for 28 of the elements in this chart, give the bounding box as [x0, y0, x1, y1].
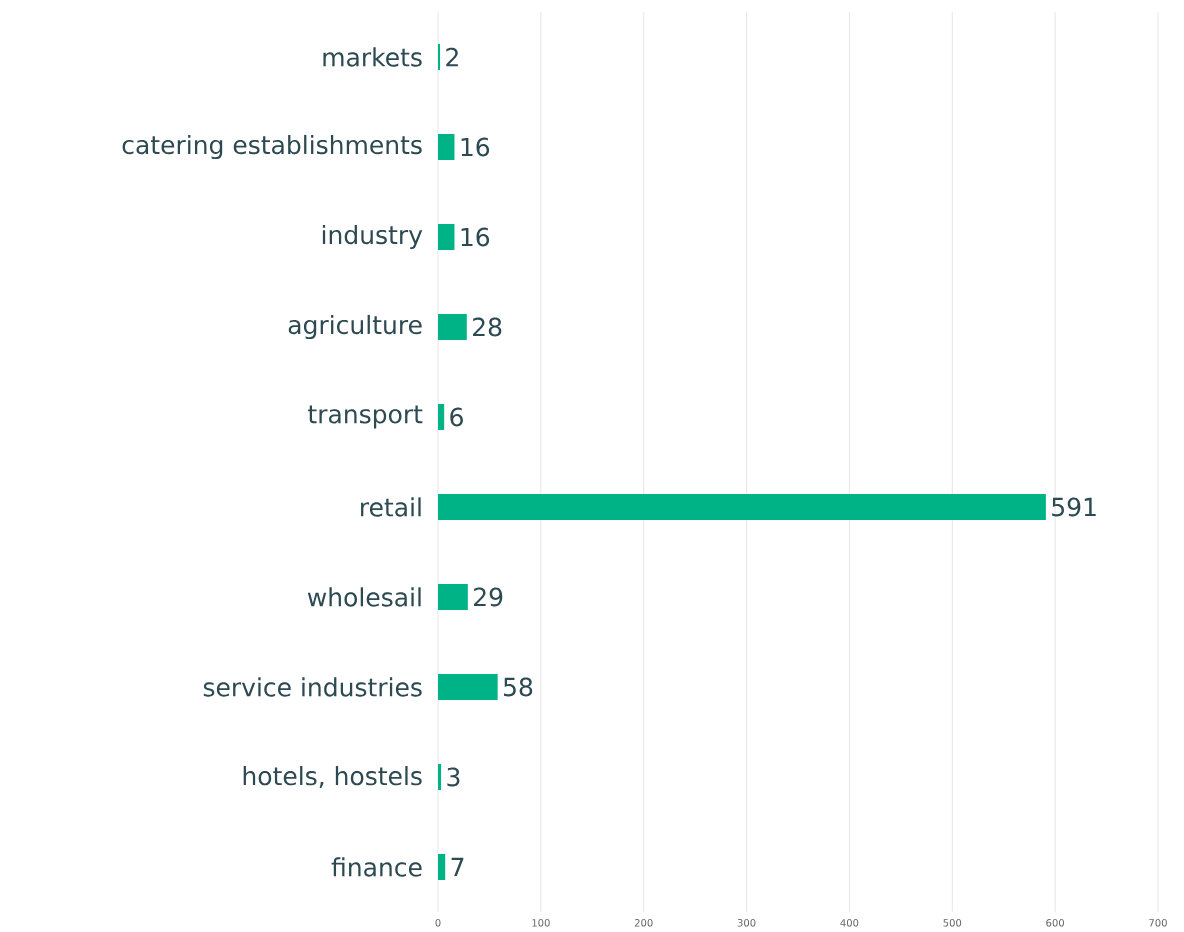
y-tick-label: finance: [331, 857, 422, 877]
y-tick-label: transport: [308, 405, 423, 429]
y-tick-label: retail: [361, 497, 421, 517]
bar: [438, 314, 467, 340]
bar: [438, 853, 446, 880]
data-label: 29: [474, 587, 503, 607]
data-label: 28: [473, 317, 502, 337]
bar: [438, 403, 445, 430]
data-label: 16: [461, 137, 490, 157]
data-label: 591: [1052, 497, 1096, 517]
data-label: 6: [450, 407, 463, 427]
y-tick-label: hotels, hostels: [243, 766, 422, 788]
y-tick-label: markets: [323, 47, 422, 67]
y-tick-label: catering establishments: [122, 134, 422, 160]
y-tick-label: service industries: [203, 677, 422, 697]
data-label: 16: [461, 227, 490, 247]
bar: [438, 493, 1046, 520]
bar: [438, 583, 468, 610]
data-label: 3: [447, 767, 460, 787]
bar: [438, 134, 455, 160]
y-tick-label: agriculture: [288, 314, 422, 340]
bar: [438, 224, 455, 250]
y-tick-label: industry: [322, 224, 423, 250]
bar: [438, 673, 498, 700]
data-label: 58: [503, 677, 533, 697]
data-label: 2: [446, 47, 458, 67]
y-tick-label: wholesail: [307, 587, 421, 607]
data-label: 7: [451, 857, 464, 877]
